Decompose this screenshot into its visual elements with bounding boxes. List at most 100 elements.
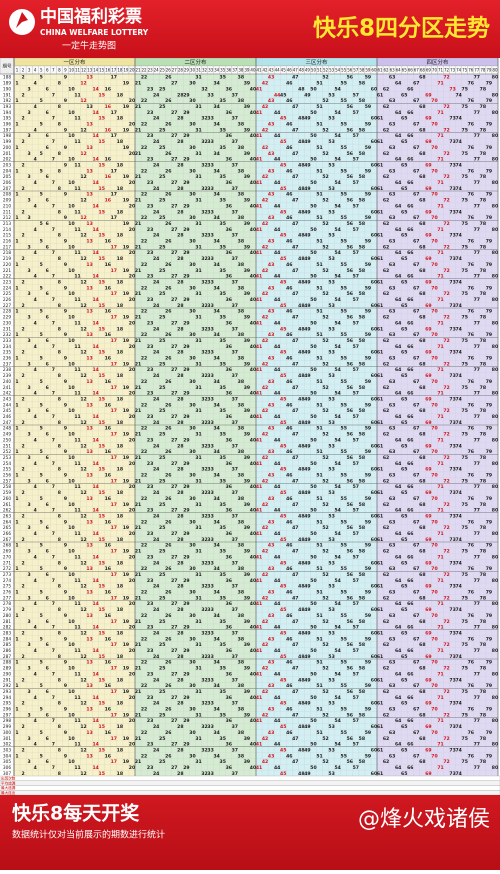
drawn-number: 43	[268, 730, 274, 736]
drawn-number: 33	[207, 186, 213, 192]
drawn-number: 66	[407, 508, 413, 514]
drawn-number: 74	[455, 701, 461, 707]
column-number: 66	[408, 68, 414, 73]
drawn-number: 78	[480, 666, 486, 672]
drawn-number: 26	[165, 239, 171, 245]
drawn-number: 80	[492, 484, 498, 490]
drawn-number: 34	[213, 566, 219, 572]
drawn-number: 7	[52, 437, 55, 443]
drawn-number: 14	[92, 367, 98, 373]
drawn-number: 18	[117, 630, 123, 636]
drawn-number: 21	[135, 198, 141, 204]
drawn-number: 44	[274, 297, 280, 303]
issue-number: 235	[3, 350, 11, 356]
issue-number: 276	[3, 590, 11, 596]
drawn-number: 62	[383, 525, 389, 531]
drawn-number: 3	[28, 86, 31, 92]
issue-number: 239	[3, 373, 11, 379]
drawn-number: 58	[359, 98, 365, 104]
drawn-number: 53	[328, 771, 334, 777]
drawn-number: 44	[274, 437, 280, 443]
drawn-number: 46	[286, 636, 292, 642]
drawn-number: 2	[21, 560, 24, 566]
drawn-number: 31	[195, 244, 201, 250]
drawn-number: 56	[347, 385, 353, 391]
drawn-number: 4	[34, 554, 37, 560]
drawn-number: 75	[462, 291, 468, 297]
drawn-number: 77	[474, 414, 480, 420]
column-number: 45	[281, 68, 287, 73]
column-number: 24	[154, 68, 160, 73]
issue-number: 263	[3, 513, 11, 519]
drawn-number: 12	[80, 233, 86, 239]
drawn-number: 72	[443, 455, 449, 461]
drawn-number: 32	[201, 350, 207, 356]
drawn-number: 37	[232, 537, 238, 543]
drawn-number: 19	[123, 572, 129, 578]
drawn-number: 54	[334, 601, 340, 607]
drawn-number: 72	[443, 432, 449, 438]
drawn-number: 48	[298, 513, 304, 519]
drawn-number: 27	[171, 578, 177, 584]
drawn-number: 78	[480, 549, 486, 555]
drawn-number: 74	[455, 724, 461, 730]
drawn-number: 65	[401, 373, 407, 379]
drawn-number: 47	[292, 619, 298, 625]
drawn-number: 47	[292, 432, 298, 438]
drawn-number: 40	[250, 391, 256, 397]
drawn-number: 24	[153, 607, 159, 613]
drawn-number: 27	[171, 742, 177, 748]
drawn-number: 79	[486, 192, 492, 198]
drawn-number: 40	[250, 625, 256, 631]
drawn-number: 56	[347, 268, 353, 274]
drawn-number: 59	[365, 104, 371, 110]
drawn-number: 44	[274, 625, 280, 631]
drawn-number: 25	[159, 215, 165, 221]
drawn-number: 52	[322, 338, 328, 344]
drawn-number: 20	[129, 227, 135, 233]
drawn-number: 4	[34, 344, 37, 350]
drawn-number: 2	[21, 724, 24, 730]
drawn-number: 57	[353, 742, 359, 748]
drawn-number: 52	[322, 666, 328, 672]
drawn-number: 67	[413, 590, 419, 596]
stat-row-bg	[0, 775, 500, 781]
issue-number: 252	[3, 449, 11, 455]
drawn-number: 16	[105, 309, 111, 315]
drawn-number: 71	[437, 391, 443, 397]
drawn-number: 51	[316, 215, 322, 221]
drawn-number: 61	[377, 607, 383, 613]
drawn-number: 9	[64, 426, 67, 432]
drawn-number: 34	[213, 192, 219, 198]
drawn-number: 16	[105, 426, 111, 432]
drawn-number: 65	[401, 747, 407, 753]
drawn-number: 5	[40, 473, 43, 479]
drawn-number: 29	[183, 437, 189, 443]
drawn-number: 44	[274, 92, 280, 98]
drawn-number: 3	[28, 151, 31, 157]
drawn-number: 69	[425, 350, 431, 356]
drawn-number: 73	[449, 724, 455, 730]
drawn-number: 71	[437, 203, 443, 209]
column-number: 29	[184, 68, 190, 73]
logo-glyph	[16, 12, 28, 28]
drawn-number: 4	[34, 437, 37, 443]
drawn-number: 47	[292, 525, 298, 531]
drawn-number: 9	[64, 379, 67, 385]
drawn-number: 57	[353, 180, 359, 186]
drawn-number: 70	[431, 379, 437, 385]
column-number: 34	[214, 68, 220, 73]
drawn-number: 4	[34, 648, 37, 654]
drawn-number: 20	[129, 180, 135, 186]
drawn-number: 14	[92, 157, 98, 163]
drawn-number: 48	[298, 303, 304, 309]
drawn-number: 12	[80, 303, 86, 309]
drawn-number: 32	[201, 279, 207, 285]
issue-number: 289	[3, 666, 11, 672]
drawn-number: 29	[183, 297, 189, 303]
drawn-number: 61	[377, 654, 383, 660]
drawn-number: 27	[171, 227, 177, 233]
drawn-number: 74	[455, 396, 461, 402]
drawn-number: 28	[177, 607, 183, 613]
drawn-number: 71	[437, 110, 443, 116]
